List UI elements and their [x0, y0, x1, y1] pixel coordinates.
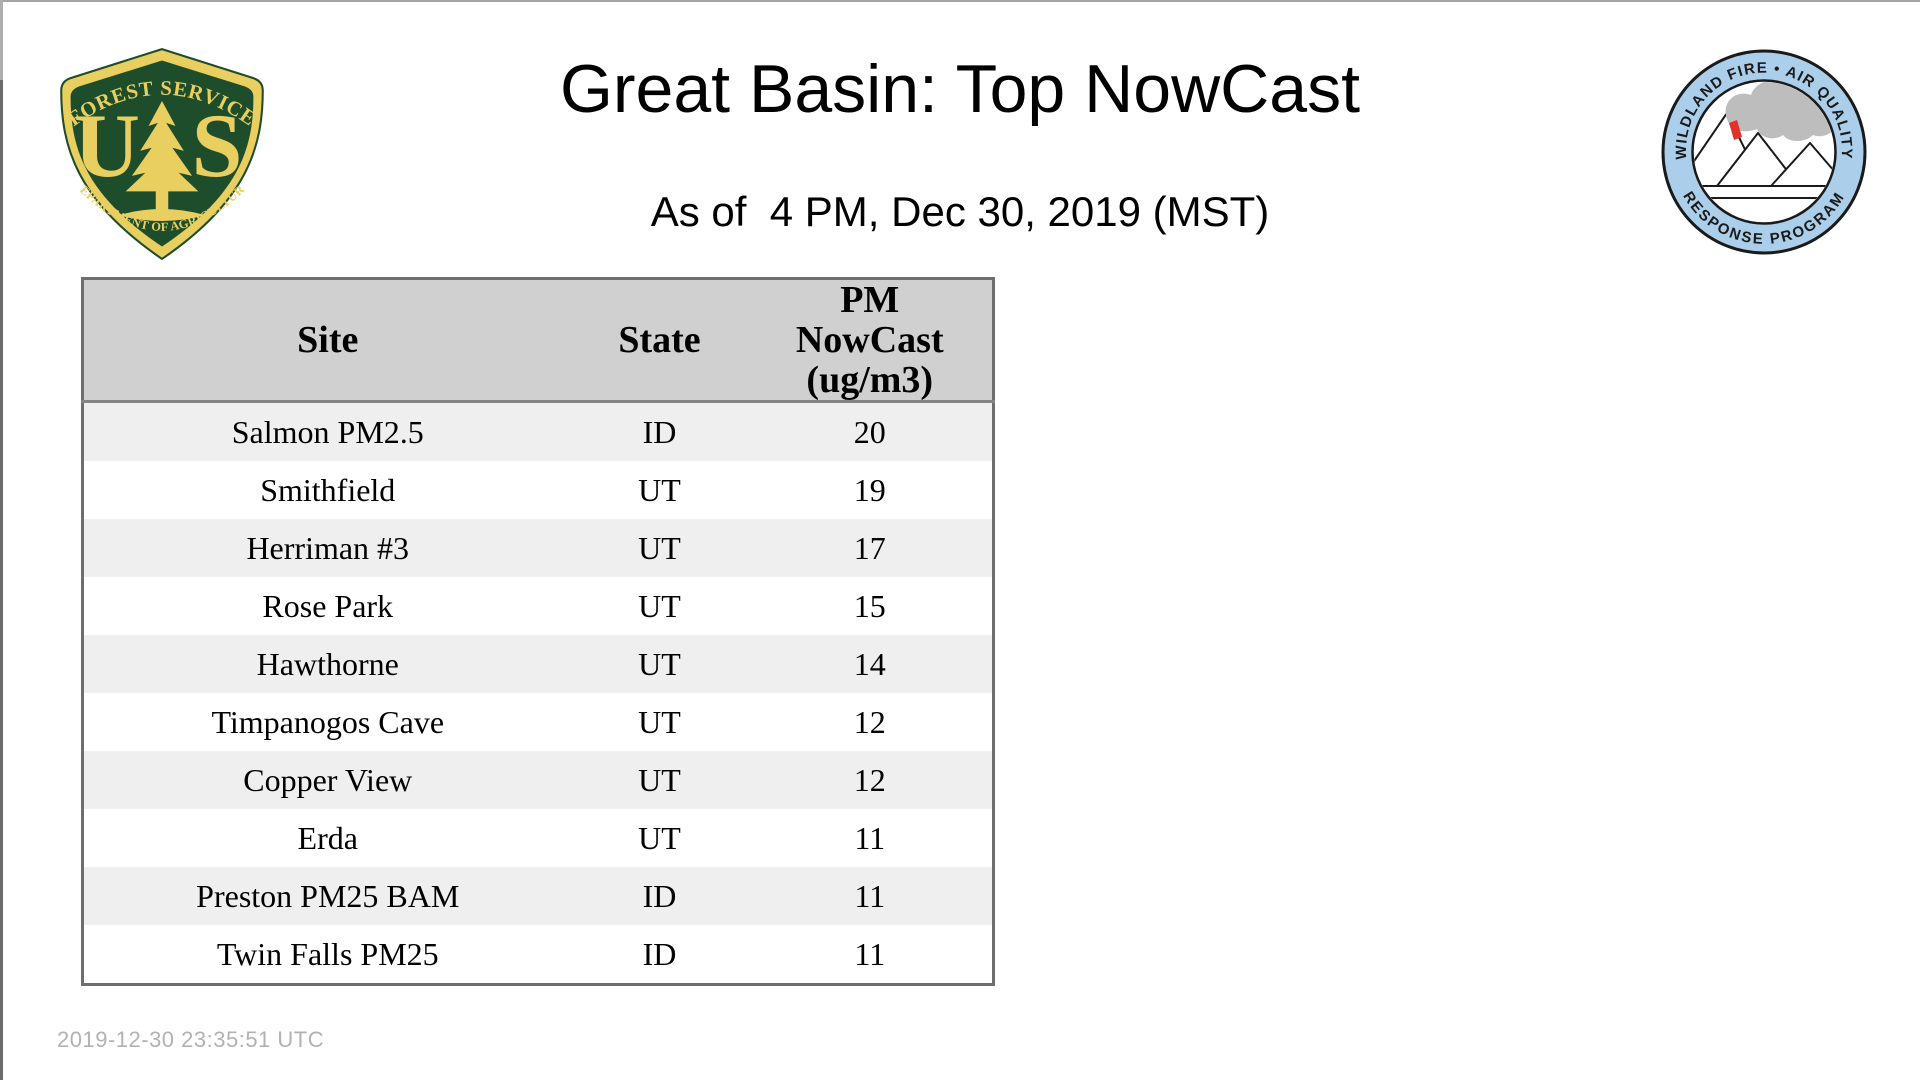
nowcast-value-cell: 11 — [747, 867, 994, 925]
flame-mark — [1729, 120, 1742, 140]
pm-header-line-3: (ug/m3) — [806, 359, 934, 401]
site-cell: Smithfield — [82, 461, 572, 519]
nowcast-value-cell: 12 — [747, 751, 994, 809]
forest-service-logo: FOREST SERVICE U S DEPARTMENT OF AGRICUL… — [57, 47, 264, 261]
state-cell: UT — [571, 635, 748, 693]
pine-tree-icon — [125, 101, 199, 192]
nowcast-table: Site State PM NowCast (ug/m3) Salmon PM2… — [81, 277, 995, 986]
site-cell: Erda — [82, 809, 572, 867]
site-cell: Hawthorne — [82, 635, 572, 693]
state-cell: UT — [571, 461, 748, 519]
page-subtitle: As of 4 PM, Dec 30, 2019 (MST) — [650, 188, 1270, 235]
nowcast-value-cell: 20 — [747, 401, 994, 461]
window-left-edge-dark — [0, 80, 3, 1080]
table-row: Erda UT 11 — [82, 809, 994, 867]
col-header-site: Site — [82, 278, 572, 403]
table-row: Copper View UT 12 — [82, 751, 994, 809]
nowcast-value-cell: 12 — [747, 693, 994, 751]
site-cell: Herriman #3 — [82, 519, 572, 577]
wildland-fire-air-quality-logo: WILDLAND FIRE • AIR QUALITY RESPONSE PRO… — [1661, 49, 1867, 255]
footer-timestamp: 2019-12-30 23:35:51 UTC — [57, 1027, 325, 1052]
header-row: Site State PM NowCast (ug/m3) — [82, 278, 994, 403]
state-cell: UT — [571, 577, 748, 635]
nowcast-value-cell: 11 — [747, 809, 994, 867]
state-cell: UT — [571, 519, 748, 577]
nowcast-value-cell: 17 — [747, 519, 994, 577]
col-header-pm-nowcast: PM NowCast (ug/m3) — [747, 278, 994, 403]
table-row: Herriman #3 UT 17 — [82, 519, 994, 577]
monogram-s: S — [192, 95, 243, 196]
nowcast-value-cell: 19 — [747, 461, 994, 519]
state-cell: UT — [571, 809, 748, 867]
pm-header-line-1: PM — [840, 279, 900, 321]
site-cell: Timpanogos Cave — [82, 693, 572, 751]
site-cell: Copper View — [82, 751, 572, 809]
state-cell: ID — [571, 867, 748, 925]
table-row: Rose Park UT 15 — [82, 577, 994, 635]
nowcast-value-cell: 15 — [747, 577, 994, 635]
state-cell: ID — [571, 401, 748, 461]
state-cell: UT — [571, 693, 748, 751]
page-title: Great Basin: Top NowCast — [560, 51, 1360, 127]
site-cell: Preston PM25 BAM — [82, 867, 572, 925]
table-row: Preston PM25 BAM ID 11 — [82, 867, 994, 925]
window-top-edge — [0, 0, 1920, 2]
site-cell: Rose Park — [82, 577, 572, 635]
pm-header-line-2: NowCast — [795, 319, 944, 361]
site-cell: Salmon PM2.5 — [82, 401, 572, 461]
state-cell: ID — [571, 925, 748, 985]
window-left-edge-light — [0, 0, 3, 80]
monogram-u: U — [74, 95, 140, 196]
state-cell: UT — [571, 751, 748, 809]
pine-tree-base — [118, 209, 206, 222]
table-row: Hawthorne UT 14 — [82, 635, 994, 693]
nowcast-value-cell: 14 — [747, 635, 994, 693]
table-row: Timpanogos Cave UT 12 — [82, 693, 994, 751]
pine-tree-trunk — [155, 189, 169, 213]
table-row: Smithfield UT 19 — [82, 461, 994, 519]
nowcast-value-cell: 11 — [747, 925, 994, 985]
table-row: Twin Falls PM25 ID 11 — [82, 925, 994, 985]
col-header-state: State — [571, 278, 748, 403]
site-cell: Twin Falls PM25 — [82, 925, 572, 985]
table-row: Salmon PM2.5 ID 20 — [82, 401, 994, 461]
